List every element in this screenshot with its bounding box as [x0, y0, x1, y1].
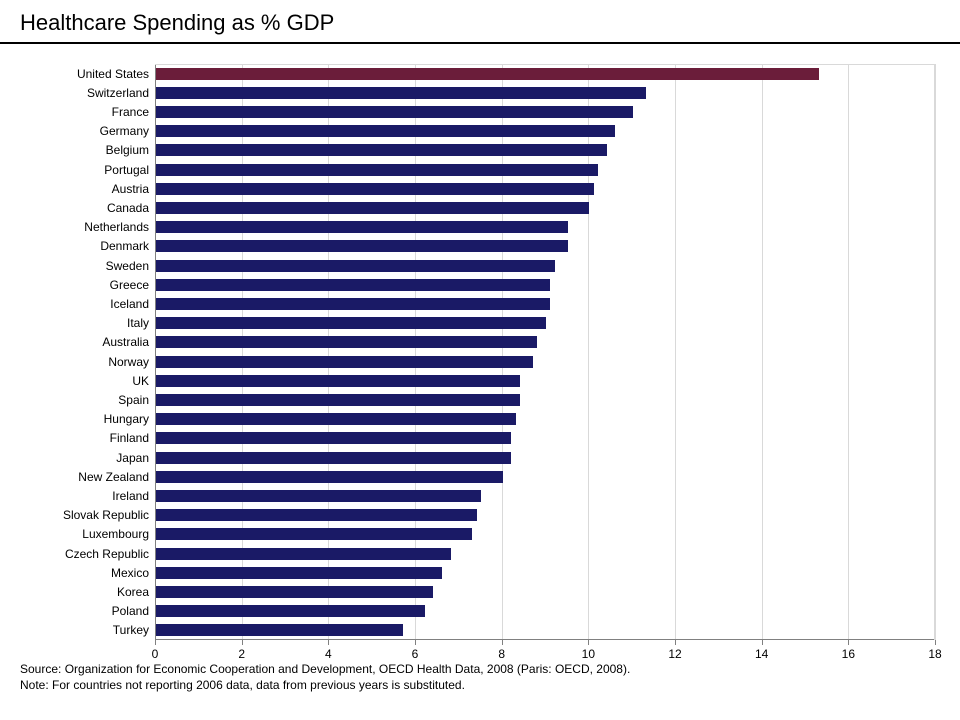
plot-border-top [155, 64, 935, 65]
bar [156, 452, 511, 464]
bar [156, 490, 481, 502]
bar [156, 528, 472, 540]
category-label: Poland [112, 604, 149, 618]
category-label: France [112, 105, 149, 119]
bar [156, 605, 425, 617]
bar [156, 106, 633, 118]
category-label: Turkey [113, 623, 149, 637]
bar [156, 125, 615, 137]
x-tick [935, 640, 936, 645]
footnote-line: Note: For countries not reporting 2006 d… [20, 678, 465, 692]
category-label: Finland [110, 431, 149, 445]
footnote-line: Source: Organization for Economic Cooper… [20, 662, 630, 676]
category-label: Luxembourg [82, 527, 149, 541]
x-tick-label: 14 [755, 647, 768, 661]
x-tick [588, 640, 589, 645]
y-axis-line [155, 64, 156, 640]
bar [156, 336, 537, 348]
category-label: Hungary [104, 412, 149, 426]
bar [156, 279, 550, 291]
bar [156, 221, 568, 233]
x-tick-label: 10 [582, 647, 595, 661]
category-label: Netherlands [84, 220, 149, 234]
bar [156, 87, 646, 99]
bar [156, 548, 451, 560]
x-tick-label: 12 [668, 647, 681, 661]
bar [156, 68, 819, 80]
bar [156, 356, 533, 368]
category-label: Ireland [112, 489, 149, 503]
bar [156, 317, 546, 329]
bar [156, 260, 555, 272]
title-underline [0, 42, 960, 44]
category-label: Greece [110, 278, 149, 292]
bar [156, 509, 477, 521]
bar [156, 432, 511, 444]
x-tick-label: 4 [325, 647, 332, 661]
category-label: New Zealand [78, 470, 149, 484]
category-label: Mexico [111, 566, 149, 580]
category-label: Korea [117, 585, 149, 599]
x-tick-label: 8 [498, 647, 505, 661]
gridline [675, 64, 676, 640]
x-tick-label: 0 [152, 647, 159, 661]
category-label: Germany [100, 124, 149, 138]
x-tick-label: 16 [842, 647, 855, 661]
bar [156, 144, 607, 156]
x-tick-label: 2 [238, 647, 245, 661]
bar [156, 183, 594, 195]
x-tick [415, 640, 416, 645]
category-label: Sweden [106, 259, 149, 273]
category-label: Switzerland [87, 86, 149, 100]
category-label: Slovak Republic [63, 508, 149, 522]
category-label: Denmark [100, 239, 149, 253]
bar [156, 567, 442, 579]
category-label: Iceland [110, 297, 149, 311]
x-tick [502, 640, 503, 645]
category-label: UK [132, 374, 149, 388]
chart-title: Healthcare Spending as % GDP [20, 10, 334, 36]
x-tick-label: 18 [928, 647, 941, 661]
gridline [935, 64, 936, 640]
category-label: Czech Republic [65, 547, 149, 561]
gridline [762, 64, 763, 640]
category-label: Austria [112, 182, 149, 196]
bar [156, 240, 568, 252]
x-tick [848, 640, 849, 645]
category-label: Canada [107, 201, 149, 215]
bar [156, 471, 503, 483]
page: Healthcare Spending as % GDP 0 2 4 6 8 10 12 14… [0, 0, 960, 720]
bar [156, 624, 403, 636]
plot-border-right [934, 64, 935, 640]
x-tick [328, 640, 329, 645]
x-axis-line [155, 639, 935, 640]
bar [156, 202, 589, 214]
x-tick [155, 640, 156, 645]
bar [156, 394, 520, 406]
bar [156, 164, 598, 176]
category-label: Belgium [106, 143, 149, 157]
bar [156, 298, 550, 310]
bar [156, 586, 433, 598]
x-tick [675, 640, 676, 645]
category-label: Japan [116, 451, 149, 465]
gridline [848, 64, 849, 640]
x-tick [762, 640, 763, 645]
category-label: Australia [102, 335, 149, 349]
category-label: United States [77, 67, 149, 81]
x-tick-label: 6 [412, 647, 419, 661]
category-label: Portugal [104, 163, 149, 177]
bar [156, 413, 516, 425]
bar [156, 375, 520, 387]
category-label: Spain [118, 393, 149, 407]
chart-plot-area [155, 64, 935, 640]
category-label: Italy [127, 316, 149, 330]
x-tick [242, 640, 243, 645]
category-label: Norway [108, 355, 149, 369]
